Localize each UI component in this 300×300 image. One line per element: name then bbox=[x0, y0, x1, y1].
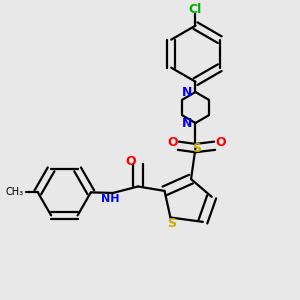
Text: S: S bbox=[167, 218, 176, 230]
Text: CH₃: CH₃ bbox=[6, 188, 24, 197]
Text: O: O bbox=[167, 136, 178, 149]
Text: N: N bbox=[182, 85, 192, 98]
Text: N: N bbox=[182, 116, 192, 130]
Text: Cl: Cl bbox=[189, 3, 202, 16]
Text: O: O bbox=[125, 155, 136, 168]
Text: NH: NH bbox=[101, 194, 119, 204]
Text: O: O bbox=[215, 136, 226, 149]
Text: S: S bbox=[192, 142, 201, 154]
